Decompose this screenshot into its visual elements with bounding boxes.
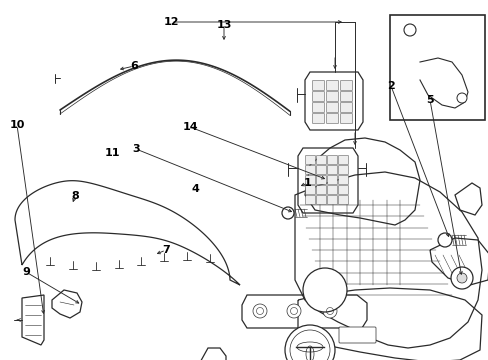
FancyBboxPatch shape (338, 195, 348, 204)
FancyBboxPatch shape (389, 15, 484, 120)
Text: 10: 10 (9, 120, 24, 130)
FancyBboxPatch shape (316, 195, 326, 204)
FancyBboxPatch shape (316, 156, 326, 165)
FancyBboxPatch shape (326, 113, 338, 123)
Polygon shape (15, 181, 240, 285)
Text: 5: 5 (426, 95, 433, 105)
FancyBboxPatch shape (305, 156, 315, 165)
Text: 12: 12 (163, 17, 179, 27)
Circle shape (456, 93, 466, 103)
FancyBboxPatch shape (338, 156, 348, 165)
Text: 14: 14 (182, 122, 198, 132)
FancyBboxPatch shape (305, 185, 315, 194)
Text: 8: 8 (71, 191, 79, 201)
Text: 11: 11 (104, 148, 120, 158)
Circle shape (303, 268, 346, 312)
FancyBboxPatch shape (340, 91, 352, 102)
FancyBboxPatch shape (327, 185, 337, 194)
FancyBboxPatch shape (316, 166, 326, 175)
FancyBboxPatch shape (340, 113, 352, 123)
FancyBboxPatch shape (316, 185, 326, 194)
Circle shape (285, 325, 334, 360)
FancyBboxPatch shape (305, 176, 315, 185)
Text: 4: 4 (191, 184, 199, 194)
FancyBboxPatch shape (312, 113, 324, 123)
Circle shape (403, 24, 415, 36)
FancyBboxPatch shape (305, 166, 315, 175)
FancyBboxPatch shape (327, 156, 337, 165)
FancyBboxPatch shape (327, 176, 337, 185)
FancyBboxPatch shape (340, 81, 352, 90)
FancyBboxPatch shape (338, 185, 348, 194)
Circle shape (437, 233, 451, 247)
FancyBboxPatch shape (305, 195, 315, 204)
FancyBboxPatch shape (326, 103, 338, 113)
Text: 6: 6 (130, 61, 138, 71)
Text: 7: 7 (162, 245, 169, 255)
Text: 2: 2 (386, 81, 394, 91)
FancyBboxPatch shape (340, 103, 352, 113)
Circle shape (252, 304, 266, 318)
FancyBboxPatch shape (327, 166, 337, 175)
FancyBboxPatch shape (312, 81, 324, 90)
Circle shape (456, 273, 466, 283)
Text: 13: 13 (216, 20, 231, 30)
FancyBboxPatch shape (326, 91, 338, 102)
FancyBboxPatch shape (338, 166, 348, 175)
Circle shape (286, 304, 301, 318)
FancyBboxPatch shape (327, 195, 337, 204)
Circle shape (323, 304, 336, 318)
Circle shape (282, 207, 293, 219)
FancyBboxPatch shape (312, 103, 324, 113)
FancyBboxPatch shape (326, 81, 338, 90)
FancyBboxPatch shape (316, 176, 326, 185)
Text: 1: 1 (304, 178, 311, 188)
Text: 9: 9 (22, 267, 30, 277)
Circle shape (450, 267, 472, 289)
Text: 3: 3 (132, 144, 140, 154)
FancyBboxPatch shape (338, 327, 375, 343)
FancyBboxPatch shape (338, 176, 348, 185)
FancyBboxPatch shape (312, 91, 324, 102)
